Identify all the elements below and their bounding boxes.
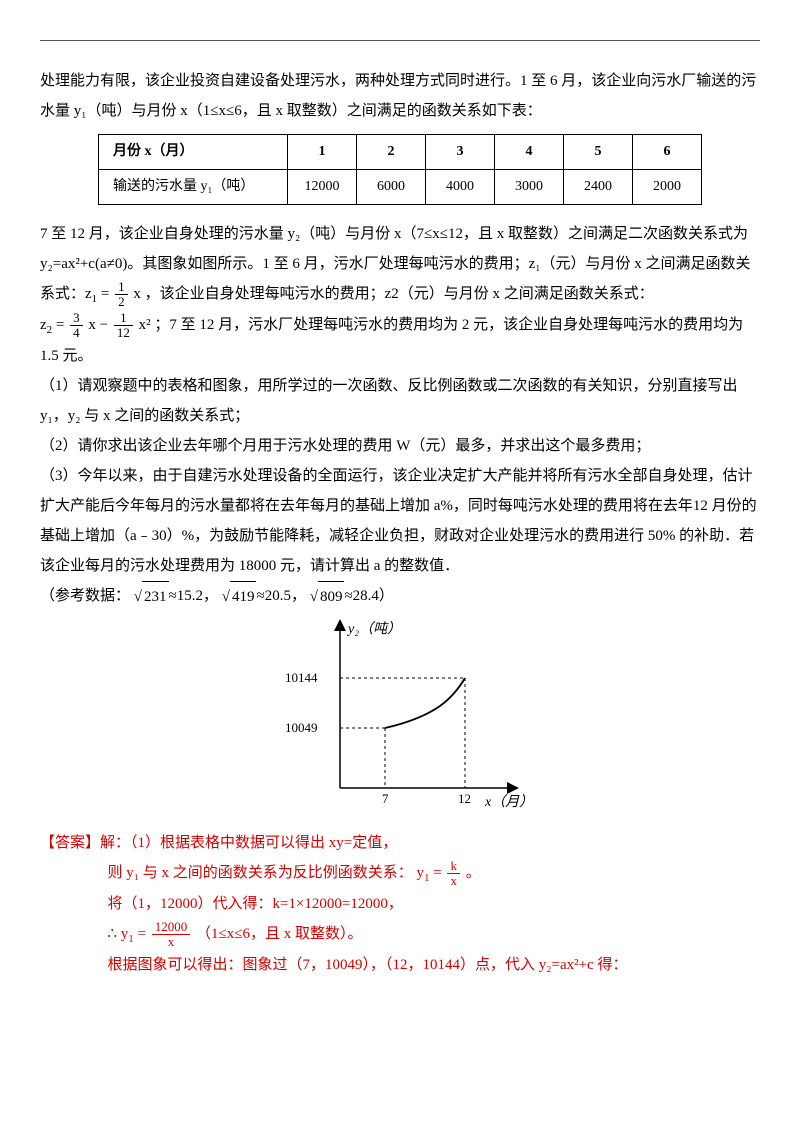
text: ≈15.2， [169, 588, 218, 604]
denominator: x [447, 874, 460, 888]
data-table-wrap: 月份 x（月） 1 2 3 4 5 6 输送的污水量 y₁（吨） 12000 6… [40, 134, 760, 205]
radicand: 809 [318, 581, 345, 612]
fraction: 34 [70, 311, 83, 339]
text: ≈28.4） [344, 588, 393, 604]
denominator: 4 [70, 326, 83, 340]
denominator: x [152, 935, 191, 949]
radicand: 419 [230, 581, 257, 612]
text: x − [85, 317, 112, 333]
text: 则 y₁ 与 x 之间的函数关系为反比例函数关系： [108, 865, 413, 881]
table-header-label: 月份 x（月） [99, 135, 288, 170]
answer-line-2: 则 y₁ 与 x 之间的函数关系为反比例函数关系： y1 = kx 。 [40, 858, 760, 889]
text: 解：（1）根据表格中数据可以得出 xy=定值， [100, 835, 397, 851]
numerator: k [447, 859, 460, 874]
text: 。 [462, 865, 481, 881]
table-row-label: 输送的污水量 y₁（吨） [99, 170, 288, 205]
question-2: （2）请你求出该企业去年哪个月用于污水处理的费用 W（元）最多，并求出这个最多费… [40, 431, 760, 461]
question-1: （1）请观察题中的表格和图象，用所学过的一次函数、反比例函数或二次函数的有关知识… [40, 371, 760, 431]
table-cell: 12000 [288, 170, 357, 205]
table-cell: 2400 [564, 170, 633, 205]
question-3: （3）今年以来，由于自建污水处理设备的全面运行，该企业决定扩大产能并将所有污水全… [40, 461, 760, 581]
numerator: 1 [114, 311, 133, 326]
text: x² ；7 至 12 月，污水厂处理每吨污水的费用均为 2 元，该企业自身处理每… [40, 317, 743, 364]
text: = [429, 865, 445, 881]
numerator: 1 [115, 280, 128, 295]
x-axis-label: x（月） [484, 794, 530, 810]
x-tick-12: 12 [458, 791, 471, 806]
text: x ，该企业自身处理每吨污水的费用；z2（元）与月份 x 之间满足函数关系式： [130, 286, 654, 302]
table-cell: 3000 [495, 170, 564, 205]
table-col: 2 [357, 135, 426, 170]
text: （1≤x≤6，且 x 取整数）。 [192, 926, 362, 942]
denominator: 2 [115, 295, 128, 309]
text: （参考数据： [40, 588, 130, 604]
intro-paragraph: 处理能力有限，该企业投资自建设备处理污水，两种处理方式同时进行。1 至 6 月，… [40, 66, 760, 126]
chart-svg: 10144 10049 7 12 y₂（吨） x（月） [270, 618, 530, 818]
answer-line-1: 【答案】解：（1）根据表格中数据可以得出 xy=定值， [40, 828, 760, 858]
table-cell: 6000 [357, 170, 426, 205]
sqrt: √809 [310, 581, 345, 612]
table-col: 5 [564, 135, 633, 170]
data-table: 月份 x（月） 1 2 3 4 5 6 输送的污水量 y₁（吨） 12000 6… [98, 134, 702, 205]
fraction: kx [447, 859, 460, 887]
table-row: 输送的污水量 y₁（吨） 12000 6000 4000 3000 2400 2… [99, 170, 702, 205]
denominator: 12 [114, 326, 133, 340]
fraction: 12 [115, 280, 128, 308]
y-tick-lower: 10049 [285, 720, 318, 735]
text: = [97, 286, 113, 302]
text: z [40, 317, 47, 333]
radicand: 231 [142, 581, 169, 612]
text: = [52, 317, 68, 333]
chart: 10144 10049 7 12 y₂（吨） x（月） [40, 618, 760, 818]
fraction: 112 [114, 311, 133, 339]
answer-line-3: 将（1，12000）代入得：k=1×12000=12000， [40, 889, 760, 919]
table-cell: 4000 [426, 170, 495, 205]
y-tick-upper: 10144 [285, 670, 318, 685]
sqrt: √419 [222, 581, 257, 612]
table-col: 3 [426, 135, 495, 170]
text: y [416, 865, 424, 881]
numerator: 12000 [152, 920, 191, 935]
answer-prefix: 【答案】 [40, 835, 100, 851]
y-axis-label: y₂（吨） [346, 621, 401, 637]
x-tick-7: 7 [382, 791, 389, 806]
paragraph-2: 7 至 12 月，该企业自身处理的污水量 y₂（吨）与月份 x（7≤x≤12，且… [40, 219, 760, 310]
table-col: 4 [495, 135, 564, 170]
numerator: 3 [70, 311, 83, 326]
header-rule [40, 40, 760, 41]
reference-data: （参考数据： √231≈15.2， √419≈20.5， √809≈28.4） [40, 581, 760, 612]
fraction: 12000x [152, 920, 191, 948]
answer-line-5: 根据图象可以得出：图象过（7，10049），（12，10144）点，代入 y₂=… [40, 950, 760, 980]
text: = [134, 926, 150, 942]
table-row: 月份 x（月） 1 2 3 4 5 6 [99, 135, 702, 170]
text: ∴ [108, 926, 121, 942]
text: ≈20.5， [256, 588, 305, 604]
table-col: 1 [288, 135, 357, 170]
table-cell: 2000 [633, 170, 702, 205]
paragraph-2b: z2 = 34 x − 112 x² ；7 至 12 月，污水厂处理每吨污水的费… [40, 310, 760, 371]
answer-line-4: ∴ y1 = 12000x （1≤x≤6，且 x 取整数）。 [40, 919, 760, 950]
sqrt: √231 [134, 581, 169, 612]
table-col: 6 [633, 135, 702, 170]
